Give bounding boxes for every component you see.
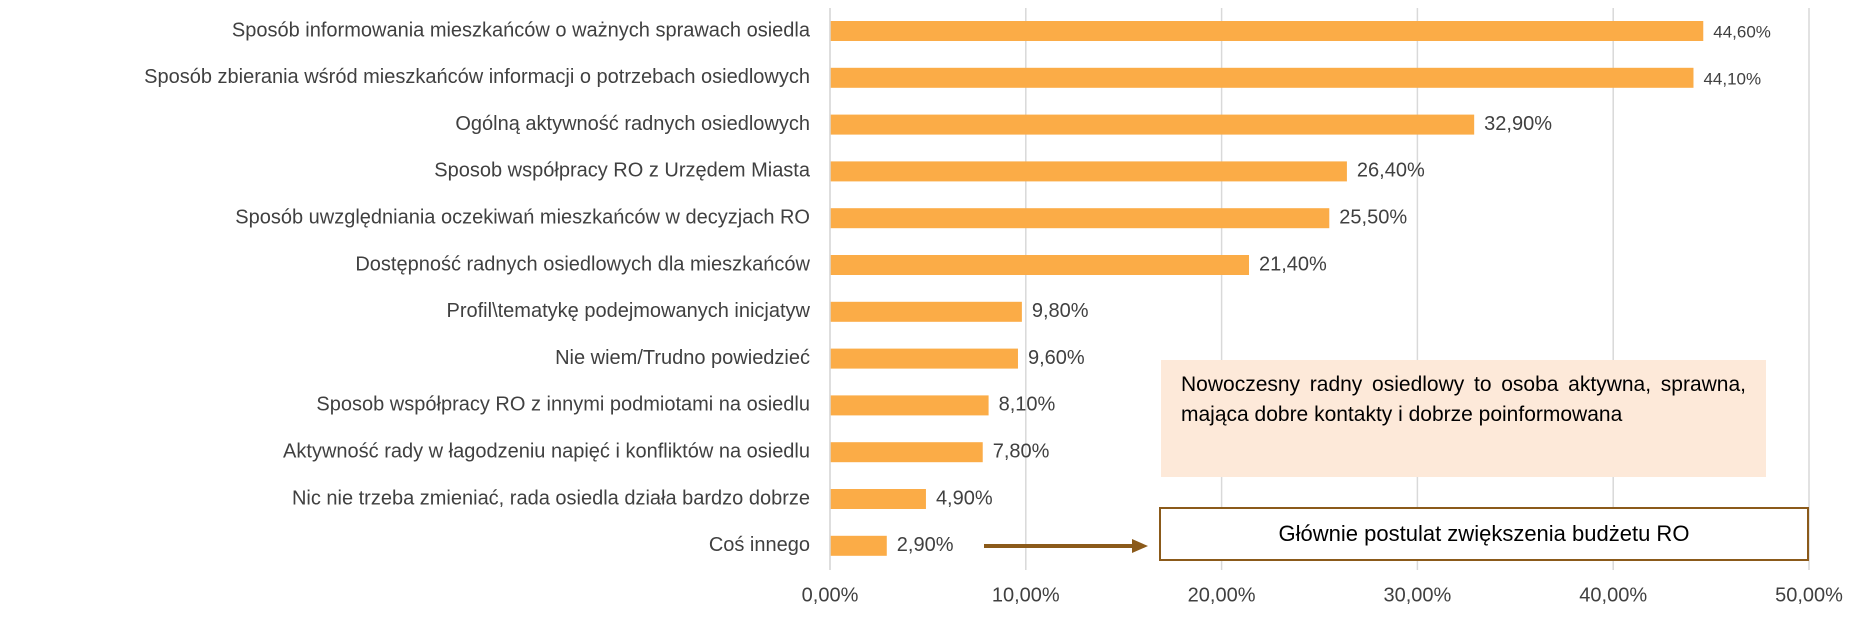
value-label: 44,10% [1703,69,1761,88]
bar [830,67,1694,88]
bar [830,161,1347,182]
bar [830,21,1704,41]
value-label: 4,90% [936,487,993,509]
x-tick-label: 50,00% [1775,584,1843,606]
y-tick-label: Profil\tematykę podejmowanych inicjatyw [447,300,811,322]
bar [830,535,887,556]
value-label: 21,40% [1259,253,1327,275]
y-tick-label: Sposób zbierania wśród mieszkańców infor… [144,66,810,88]
value-label: 26,40% [1357,160,1425,182]
bar [830,489,926,509]
bar [830,208,1330,229]
x-tick-label: 20,00% [1188,584,1256,606]
bar [830,395,989,416]
y-tick-label: Nic nie trzeba zmieniać, rada osiedla dz… [292,487,810,509]
value-label: 44,60% [1713,22,1771,41]
value-label: 9,60% [1028,347,1085,369]
annotation-box: Nowoczesny radny osiedlowy to osoba akty… [1161,360,1766,477]
x-tick-label: 40,00% [1579,584,1647,606]
y-tick-label: Dostępność radnych osiedlowych dla miesz… [355,253,810,275]
y-tick-label: Sposob współpracy RO z Urzędem Miasta [434,160,811,182]
annotation-box: Głównie postulat zwiększenia budżetu RO [1159,507,1809,561]
y-tick-label: Nie wiem/Trudno powiedzieć [555,347,810,369]
value-label: 32,90% [1484,113,1552,135]
x-tick-label: 30,00% [1383,584,1451,606]
arrow-head [1132,539,1148,553]
bar [830,442,983,463]
bar [830,348,1018,369]
value-label: 2,90% [897,534,954,556]
value-label: 25,50% [1339,206,1407,228]
value-label: 9,80% [1032,300,1089,322]
bar [830,255,1250,275]
value-label: 8,10% [999,394,1056,416]
x-tick-label: 0,00% [802,584,859,606]
y-tick-label: Sposob współpracy RO z innymi podmiotami… [316,394,810,416]
value-label: 7,80% [993,440,1050,462]
bar [830,114,1475,135]
y-tick-label: Ogólną aktywność radnych osiedlowych [455,113,810,135]
y-tick-label: Aktywność rady w łagodzeniu napięć i kon… [283,440,810,462]
y-tick-label: Sposób uwzględniania oczekiwań mieszkańc… [235,206,810,228]
y-tick-label: Sposób informowania mieszkańców o ważnyc… [232,19,811,41]
x-tick-label: 10,00% [992,584,1060,606]
bar [830,301,1022,322]
y-tick-label: Coś innego [709,534,810,556]
